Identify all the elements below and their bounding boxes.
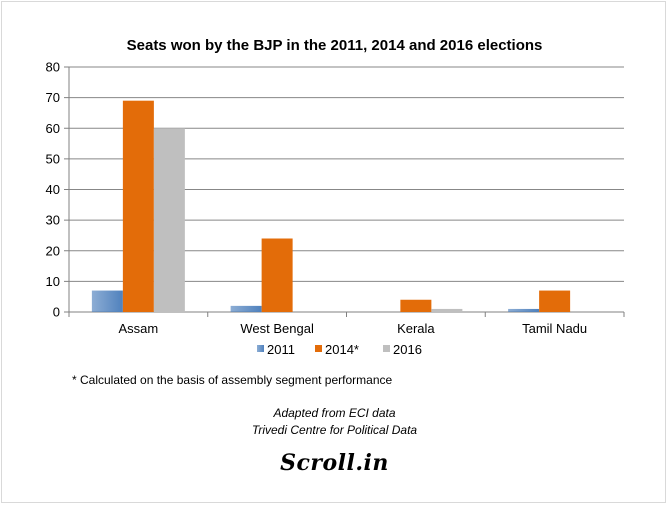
bar-west-bengal-2011 [230, 305, 262, 312]
y-tick-label-10: 10 [46, 274, 60, 289]
bar-tamil-nadu-2011 [508, 308, 540, 312]
bar-kerala-2014 [400, 299, 432, 312]
footnote: * Calculated on the basis of assembly se… [72, 373, 393, 387]
y-tick-label-20: 20 [46, 243, 60, 258]
logo-text: Scroll.in [280, 450, 389, 476]
y-tick-label-40: 40 [46, 182, 60, 197]
x-tick-label-2: Kerala [397, 321, 435, 336]
y-tick-label-80: 80 [46, 60, 60, 75]
y-tick-label-0: 0 [53, 305, 60, 320]
bar-assam-2016 [153, 128, 185, 312]
legend-label-2014: 2014* [325, 342, 359, 357]
bar-kerala-2016 [431, 308, 463, 312]
source-line-2: Trivedi Centre for Political Data [251, 423, 418, 437]
y-tick-label-50: 50 [46, 151, 60, 166]
legend-label-2016: 2016 [393, 342, 422, 357]
scroll-in-logo: Scroll.in [0, 450, 669, 476]
legend-swatch-2011 [257, 345, 264, 352]
bar-assam-2011 [91, 290, 123, 312]
y-tick-label-70: 70 [46, 90, 60, 105]
legend-swatch-2016 [383, 345, 390, 352]
y-tick-label-30: 30 [46, 213, 60, 228]
bar-assam-2014 [122, 100, 154, 312]
x-tick-label-1: West Bengal [240, 321, 314, 336]
bar-tamil-nadu-2014 [539, 290, 571, 312]
chart-title: Seats won by the BJP in the 2011, 2014 a… [126, 37, 543, 54]
x-tick-label-0: Assam [119, 321, 159, 336]
source-line-1: Adapted from ECI data [273, 406, 396, 420]
legend-label-2011: 2011 [267, 342, 295, 357]
legend-swatch-2014 [315, 345, 322, 352]
y-tick-label-60: 60 [46, 121, 60, 136]
bar-west-bengal-2014 [261, 238, 293, 312]
x-tick-label-3: Tamil Nadu [522, 321, 587, 336]
